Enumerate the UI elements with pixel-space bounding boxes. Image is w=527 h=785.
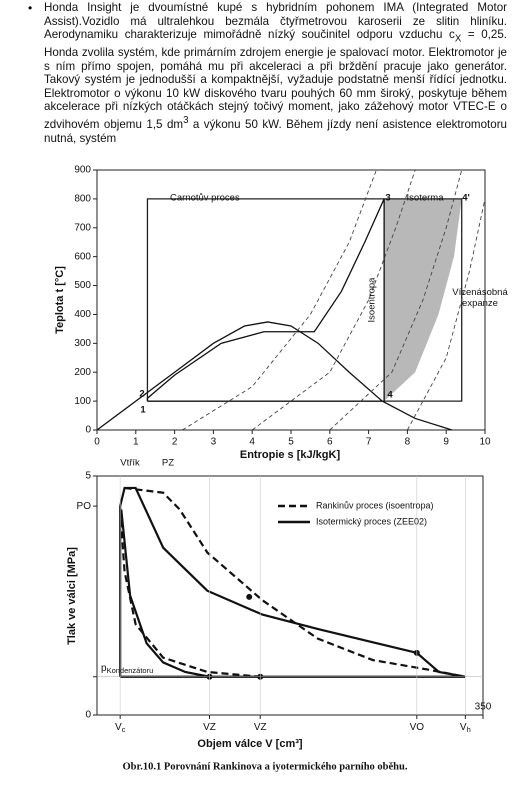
tick-subscript: h xyxy=(467,725,471,734)
plot-frame xyxy=(96,475,484,716)
annotation: Carnotův proces xyxy=(170,193,240,204)
subscript: X xyxy=(454,33,462,45)
x-tick-label: 7 xyxy=(366,437,372,448)
line xyxy=(146,198,385,402)
line xyxy=(96,321,453,431)
y-tick-label: 400 xyxy=(74,309,91,320)
x-tick-label: 1 xyxy=(133,437,139,448)
y-axis-label: Tlak ve válci [MPa] xyxy=(66,547,78,645)
tick-subscript: Kondenzátoru xyxy=(107,666,154,675)
x-tick-label: 0 xyxy=(94,437,100,448)
x-tick-label: VZ xyxy=(254,722,267,733)
y-axis-label: Teplota t [°C] xyxy=(54,266,66,334)
tick-text: V xyxy=(115,722,122,733)
y-tick-label: 0 xyxy=(85,710,91,721)
y-tick-label: 800 xyxy=(74,194,91,205)
text: = 0,25. Honda zvolila systém, kde primár… xyxy=(44,28,508,131)
y-tick-label: 500 xyxy=(74,280,91,291)
y-tick-label: 300 xyxy=(74,338,91,349)
x-axis-label: Objem válce V [cm³] xyxy=(197,738,302,750)
x-tick-label: 5 xyxy=(288,437,294,448)
bullet: • xyxy=(28,1,33,15)
x-tick-label: 2 xyxy=(172,437,178,448)
point xyxy=(246,593,253,600)
line xyxy=(124,486,466,678)
annotation: Vtřík xyxy=(120,458,140,469)
paragraph: Honda Insight je dvoumístné kupé s hybri… xyxy=(44,1,507,145)
line xyxy=(119,486,466,678)
text: a výkonu 50 kW. Během jízdy není asisten… xyxy=(44,117,508,145)
tick-subscript: c xyxy=(122,725,126,734)
annotation: 4 xyxy=(387,390,393,401)
x-tick-label: 350 xyxy=(475,702,492,713)
y-tick-label: 900 xyxy=(74,165,91,176)
y-tick-label: 100 xyxy=(74,396,91,407)
line xyxy=(251,169,416,431)
tick-text: VZ xyxy=(203,722,216,733)
tick-text: VO xyxy=(410,722,425,733)
x-axis-label: Entropie s [kJ/kgK] xyxy=(240,449,341,461)
x-tick-label: 10 xyxy=(479,437,491,448)
y-tick-label: PO xyxy=(77,501,92,512)
annotation-line: expanze xyxy=(462,298,498,309)
line xyxy=(120,509,210,678)
y-tick-label: 5 xyxy=(85,471,91,482)
x-tick-label: VZ xyxy=(203,722,216,733)
legend-label: Isotermický proces (ZEE02) xyxy=(316,516,427,526)
annotation: Isoentropa xyxy=(367,277,378,323)
annotation: 3 xyxy=(385,193,390,204)
x-tick-label: 9 xyxy=(443,437,449,448)
annotation: Isoterma xyxy=(407,193,445,204)
caption: Obr.10.1 Porovnání Rankinova a iyotermic… xyxy=(122,761,407,772)
tick-text: VZ xyxy=(254,722,267,733)
annotation: Vícenásobná expanze xyxy=(452,287,508,309)
y-tick-label: 700 xyxy=(74,222,91,233)
line xyxy=(329,169,463,431)
x-tick-label: Vh xyxy=(460,722,471,734)
legend-label: Rankinův proces (isoentropa) xyxy=(316,500,434,510)
annotation: 4' xyxy=(462,193,470,204)
y-tick-label: 0 xyxy=(85,425,91,436)
x-tick-label: 6 xyxy=(327,437,333,448)
tick-text: PO xyxy=(77,501,92,512)
x-tick-label: Vc xyxy=(115,722,126,734)
y-tick-label: pKondenzátoru xyxy=(101,662,153,674)
x-tick-label: 3 xyxy=(211,437,217,448)
tick-text: V xyxy=(460,722,467,733)
y-tick-label: 600 xyxy=(74,251,91,262)
text: Honda Insight je dvoumístné kupé s hybri… xyxy=(44,1,507,42)
superscript: 3 xyxy=(183,115,189,127)
annotation: 1 xyxy=(140,405,146,416)
line xyxy=(182,169,377,431)
tick-text: p xyxy=(101,662,107,673)
annotation: 2 xyxy=(139,389,144,400)
annotation-line: Vícenásobná xyxy=(452,287,508,298)
y-tick-label: 200 xyxy=(74,367,91,378)
x-tick-label: 4 xyxy=(249,437,255,448)
x-tick-label: 8 xyxy=(405,437,411,448)
line xyxy=(119,509,261,678)
x-tick-label: VO xyxy=(410,722,425,733)
line xyxy=(407,198,486,431)
annotation: PZ xyxy=(162,458,174,469)
